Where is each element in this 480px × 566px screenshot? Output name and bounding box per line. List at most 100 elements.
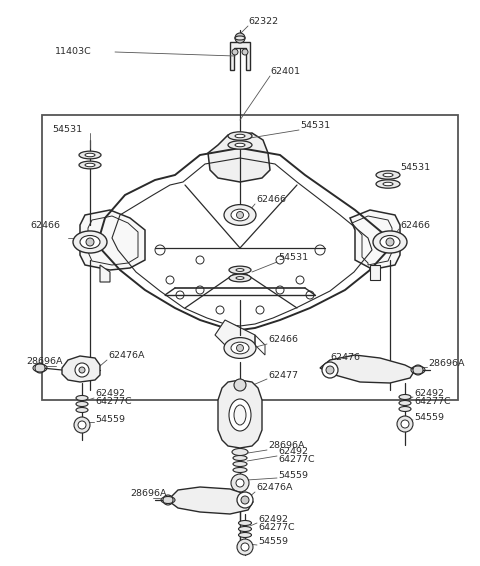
Text: 62466: 62466: [400, 221, 430, 229]
Polygon shape: [170, 487, 253, 514]
Text: 54531: 54531: [52, 126, 82, 135]
Ellipse shape: [76, 408, 88, 413]
Text: 64277C: 64277C: [258, 522, 295, 531]
Ellipse shape: [231, 209, 249, 221]
Text: 62322: 62322: [248, 18, 278, 27]
Polygon shape: [100, 265, 110, 282]
Ellipse shape: [224, 337, 256, 358]
Circle shape: [35, 363, 45, 373]
Ellipse shape: [232, 448, 248, 456]
Ellipse shape: [73, 231, 107, 253]
Ellipse shape: [233, 461, 247, 466]
Circle shape: [241, 496, 249, 504]
Circle shape: [231, 474, 249, 492]
Text: 28696A: 28696A: [428, 358, 465, 367]
Ellipse shape: [236, 277, 244, 280]
Text: 62401: 62401: [270, 67, 300, 76]
Ellipse shape: [228, 132, 252, 140]
Circle shape: [397, 416, 413, 432]
Ellipse shape: [383, 182, 393, 186]
Circle shape: [75, 363, 89, 377]
Ellipse shape: [373, 231, 407, 253]
Ellipse shape: [380, 235, 400, 248]
Ellipse shape: [233, 456, 247, 461]
Ellipse shape: [239, 521, 252, 525]
Text: 64277C: 64277C: [95, 397, 132, 406]
Circle shape: [237, 539, 253, 555]
Circle shape: [74, 417, 90, 433]
Ellipse shape: [376, 171, 400, 179]
Circle shape: [79, 367, 85, 373]
Ellipse shape: [234, 405, 246, 425]
Text: 62466: 62466: [30, 221, 60, 229]
Polygon shape: [320, 355, 415, 383]
Circle shape: [237, 212, 243, 218]
Ellipse shape: [239, 526, 252, 531]
Ellipse shape: [85, 153, 95, 157]
Polygon shape: [370, 265, 380, 280]
Text: 54531: 54531: [400, 164, 430, 173]
Polygon shape: [218, 380, 262, 448]
Text: 54531: 54531: [300, 122, 330, 131]
Ellipse shape: [76, 401, 88, 406]
Ellipse shape: [235, 36, 245, 40]
Polygon shape: [62, 356, 100, 382]
Circle shape: [78, 421, 86, 429]
Ellipse shape: [236, 269, 244, 272]
Ellipse shape: [399, 395, 411, 400]
Ellipse shape: [229, 266, 251, 274]
Text: 62492: 62492: [95, 389, 125, 398]
Text: 62492: 62492: [414, 388, 444, 397]
Text: 64277C: 64277C: [414, 397, 451, 405]
Text: 62476A: 62476A: [108, 351, 144, 361]
Circle shape: [326, 366, 334, 374]
Ellipse shape: [229, 274, 251, 282]
Text: 28696A: 28696A: [130, 490, 167, 499]
Ellipse shape: [233, 468, 247, 473]
Circle shape: [232, 49, 238, 55]
Circle shape: [86, 238, 94, 246]
Circle shape: [413, 365, 423, 375]
Circle shape: [234, 379, 246, 391]
Text: 54559: 54559: [278, 471, 308, 481]
Polygon shape: [208, 133, 270, 182]
Text: 62466: 62466: [256, 195, 286, 204]
Circle shape: [242, 49, 248, 55]
Ellipse shape: [376, 180, 400, 188]
Ellipse shape: [235, 143, 245, 147]
Text: 62477: 62477: [268, 371, 298, 379]
Circle shape: [322, 362, 338, 378]
Ellipse shape: [224, 204, 256, 225]
Text: 54559: 54559: [414, 414, 444, 422]
Circle shape: [163, 495, 173, 505]
Ellipse shape: [79, 161, 101, 169]
Text: 62492: 62492: [258, 514, 288, 524]
Circle shape: [237, 492, 253, 508]
Text: 62466: 62466: [268, 336, 298, 345]
Text: 64277C: 64277C: [278, 456, 314, 465]
Circle shape: [401, 420, 409, 428]
Text: 54531: 54531: [278, 254, 308, 263]
Polygon shape: [350, 210, 400, 270]
Ellipse shape: [235, 134, 245, 138]
Text: 28696A: 28696A: [26, 358, 62, 367]
Polygon shape: [215, 320, 255, 345]
Circle shape: [236, 479, 244, 487]
Ellipse shape: [76, 396, 88, 401]
Bar: [42, 115, 458, 400]
Text: 62476: 62476: [330, 353, 360, 362]
Ellipse shape: [228, 141, 252, 149]
Ellipse shape: [80, 235, 100, 248]
Ellipse shape: [399, 406, 411, 411]
Text: 11403C: 11403C: [55, 48, 92, 57]
Circle shape: [237, 345, 243, 351]
Ellipse shape: [85, 163, 95, 167]
Text: 54559: 54559: [95, 415, 125, 424]
Ellipse shape: [79, 151, 101, 159]
Ellipse shape: [383, 173, 393, 177]
Polygon shape: [80, 210, 145, 270]
Circle shape: [386, 238, 394, 246]
Polygon shape: [230, 42, 250, 70]
Ellipse shape: [229, 399, 251, 431]
Text: 62476A: 62476A: [256, 483, 292, 492]
